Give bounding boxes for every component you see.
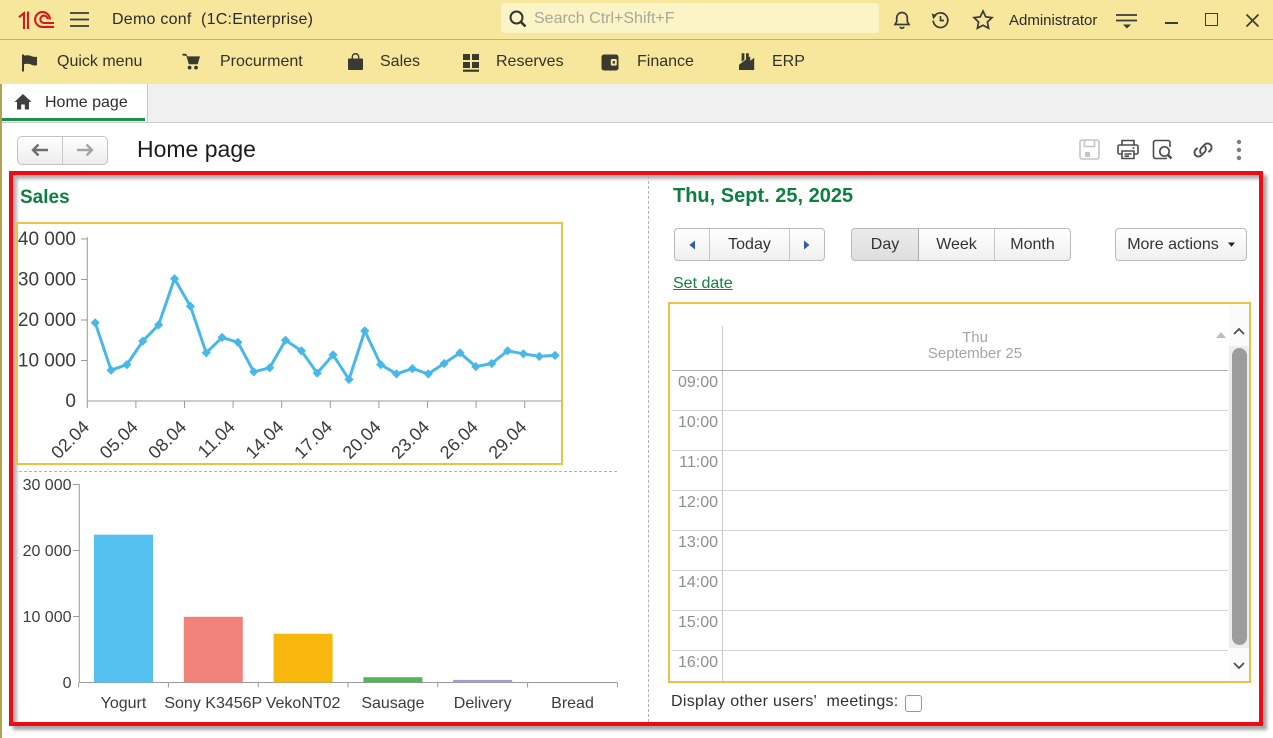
svg-text:40 000: 40 000 xyxy=(18,229,76,250)
svg-text:Sausage: Sausage xyxy=(361,695,424,712)
svg-text:20 000: 20 000 xyxy=(18,310,76,331)
svg-text:Sony K3456P: Sony K3456P xyxy=(164,695,262,712)
svg-text:Delivery: Delivery xyxy=(454,695,512,712)
svg-text:20 000: 20 000 xyxy=(23,543,72,560)
svg-text:10 000: 10 000 xyxy=(18,351,76,372)
svg-text:Yogurt: Yogurt xyxy=(101,695,147,712)
svg-text:10 000: 10 000 xyxy=(23,609,72,626)
svg-text:0: 0 xyxy=(65,391,76,412)
svg-text:Bread: Bread xyxy=(551,695,594,712)
svg-text:30 000: 30 000 xyxy=(18,270,76,291)
svg-text:30 000: 30 000 xyxy=(23,477,72,494)
svg-text:VekoNT02: VekoNT02 xyxy=(266,695,341,712)
svg-text:0: 0 xyxy=(63,675,72,692)
